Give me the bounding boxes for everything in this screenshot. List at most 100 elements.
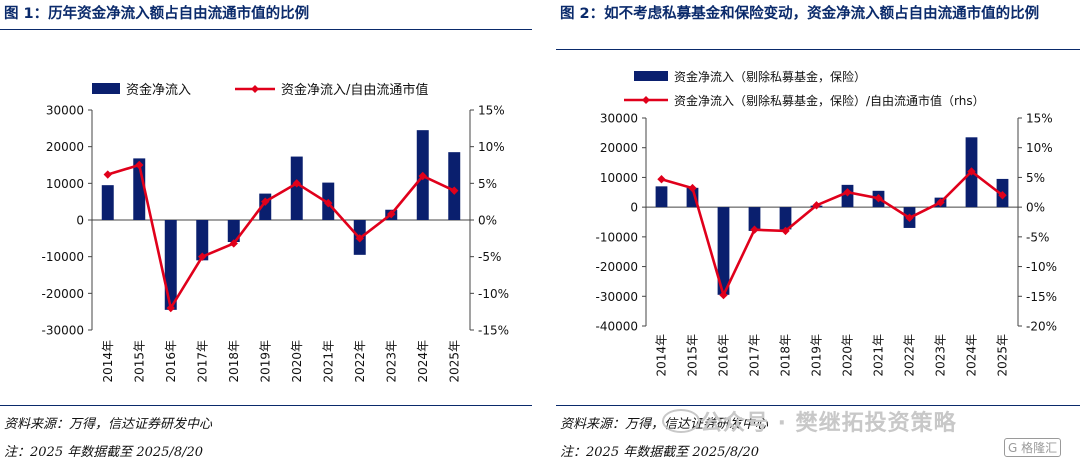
left-tick-label: 20000	[46, 140, 84, 154]
left-tick-label: -10000	[595, 230, 638, 244]
figure-1-title: 图 1：历年资金净流入额占自由流通市值的比例	[4, 6, 310, 22]
x-tick-label: 2021年	[321, 340, 335, 383]
legend-bar-label: 资金净流入	[126, 82, 191, 98]
left-tick-label: 20000	[600, 141, 638, 155]
left-tick-label: 0	[76, 214, 84, 228]
x-tick-label: 2016年	[717, 334, 731, 377]
left-tick-label: -40000	[595, 320, 638, 334]
right-tick-label: 10%	[478, 140, 505, 154]
bar	[717, 207, 730, 295]
line-point	[843, 188, 852, 197]
bar	[101, 185, 114, 220]
x-tick-label: 2018年	[227, 340, 241, 383]
x-tick-label: 2014年	[655, 334, 669, 377]
line-point	[967, 167, 976, 176]
left-tick-label: 30000	[600, 112, 638, 126]
legend-line-marker	[251, 85, 259, 93]
bar	[259, 193, 272, 220]
line-point	[936, 198, 945, 207]
right-tick-label: -15%	[478, 324, 509, 338]
right-tick-label: 10%	[1026, 141, 1053, 155]
legend-line-label: 资金净流入（剔除私募基金，保险）/自由流通市值（rhs）	[674, 93, 985, 108]
left-tick-label: -10000	[41, 250, 84, 264]
line-point	[657, 175, 666, 184]
line-point	[874, 194, 883, 203]
legend-bar-swatch	[634, 71, 668, 81]
line-point	[418, 171, 427, 181]
x-tick-label: 2019年	[258, 340, 272, 383]
right-tick-label: 5%	[478, 177, 497, 191]
left-tick-label: -20000	[595, 260, 638, 274]
left-tick-label: 10000	[600, 171, 638, 185]
line-point	[998, 191, 1007, 200]
figure-1-note: 注：2025 年数据截至 2025/8/20	[4, 445, 204, 460]
line-point	[688, 183, 697, 193]
line-point	[387, 209, 396, 219]
figure-1-source: 资料来源：万得，信达证券研发中心	[4, 417, 213, 432]
bar	[686, 187, 699, 208]
x-tick-label: 2020年	[290, 340, 304, 383]
figure-2: 图 2：如不考虑私募基金和保险变动，资金净流入额占自由流通市值的比例 30000…	[556, 0, 1080, 464]
bar	[748, 207, 761, 231]
figure-1-chart: 30000 20000 10000 0 -10000 -20000 -30000 15% 10%…	[41, 82, 509, 383]
watermark-badge: G 格隆汇	[1004, 438, 1062, 457]
x-tick-label: 2024年	[965, 334, 979, 377]
x-tick-label: 2023年	[384, 340, 398, 383]
legend-line-marker	[642, 96, 650, 104]
legend-bar-swatch	[92, 83, 120, 94]
line-point	[166, 303, 175, 313]
line-point	[261, 197, 270, 206]
right-tick-label: -10%	[478, 287, 509, 301]
left-tick-label: -30000	[41, 324, 84, 338]
x-tick-label: 2019年	[810, 334, 824, 377]
bar	[779, 207, 792, 230]
wechat-icon	[662, 409, 700, 433]
line-point	[324, 198, 333, 208]
line-point	[292, 179, 301, 188]
x-tick-label: 2020年	[841, 334, 855, 377]
bar	[164, 220, 177, 310]
line-point	[719, 290, 728, 300]
right-tick-label: 5%	[1026, 171, 1045, 185]
line-point	[355, 234, 364, 243]
line-point	[103, 170, 112, 179]
left-tick-label: -30000	[595, 290, 638, 304]
left-tick-label: -20000	[41, 287, 84, 301]
series-line	[107, 163, 455, 312]
bar	[133, 158, 146, 220]
x-tick-label: 2024年	[416, 340, 430, 383]
bar	[227, 220, 240, 242]
figure-1: 图 1：历年资金净流入额占自由流通市值的比例 30000 20000 10000 0 -…	[0, 0, 532, 464]
figure-2-note: 注：2025 年数据截至 2025/8/20	[560, 445, 760, 460]
x-tick-label: 2016年	[164, 340, 178, 383]
right-tick-label: -10%	[1026, 260, 1057, 274]
x-tick-label: 2014年	[101, 340, 115, 383]
line-point	[781, 226, 790, 236]
x-tick-label: 2025年	[996, 334, 1010, 377]
x-tick-label: 2021年	[872, 334, 886, 377]
legend-bar-label: 资金净流入（剔除私募基金，保险）	[674, 69, 866, 84]
figure-1-bottom-rule	[0, 405, 532, 406]
left-tick-label: 30000	[46, 104, 84, 118]
line-point	[198, 252, 207, 261]
line-point	[229, 239, 238, 248]
line-point	[750, 225, 759, 234]
x-tick-label: 2025年	[447, 340, 461, 383]
bar	[448, 152, 461, 220]
right-tick-label: -5%	[1026, 230, 1049, 244]
bar	[655, 186, 668, 208]
right-tick-label: 15%	[478, 104, 505, 118]
right-tick-label: -15%	[1026, 290, 1057, 304]
x-tick-label: 2018年	[779, 334, 793, 377]
x-tick-label: 2015年	[686, 334, 700, 377]
line-point	[905, 213, 914, 223]
legend-line-label: 资金净流入/自由流通市值	[281, 82, 428, 98]
line-point	[135, 160, 144, 170]
x-tick-label: 2022年	[353, 340, 367, 383]
left-tick-label: 0	[630, 201, 638, 215]
right-tick-label: 0%	[478, 214, 497, 228]
right-tick-label: -20%	[1026, 320, 1057, 334]
right-tick-label: 15%	[1026, 112, 1053, 126]
bar	[196, 220, 209, 261]
x-tick-label: 2017年	[195, 340, 209, 383]
